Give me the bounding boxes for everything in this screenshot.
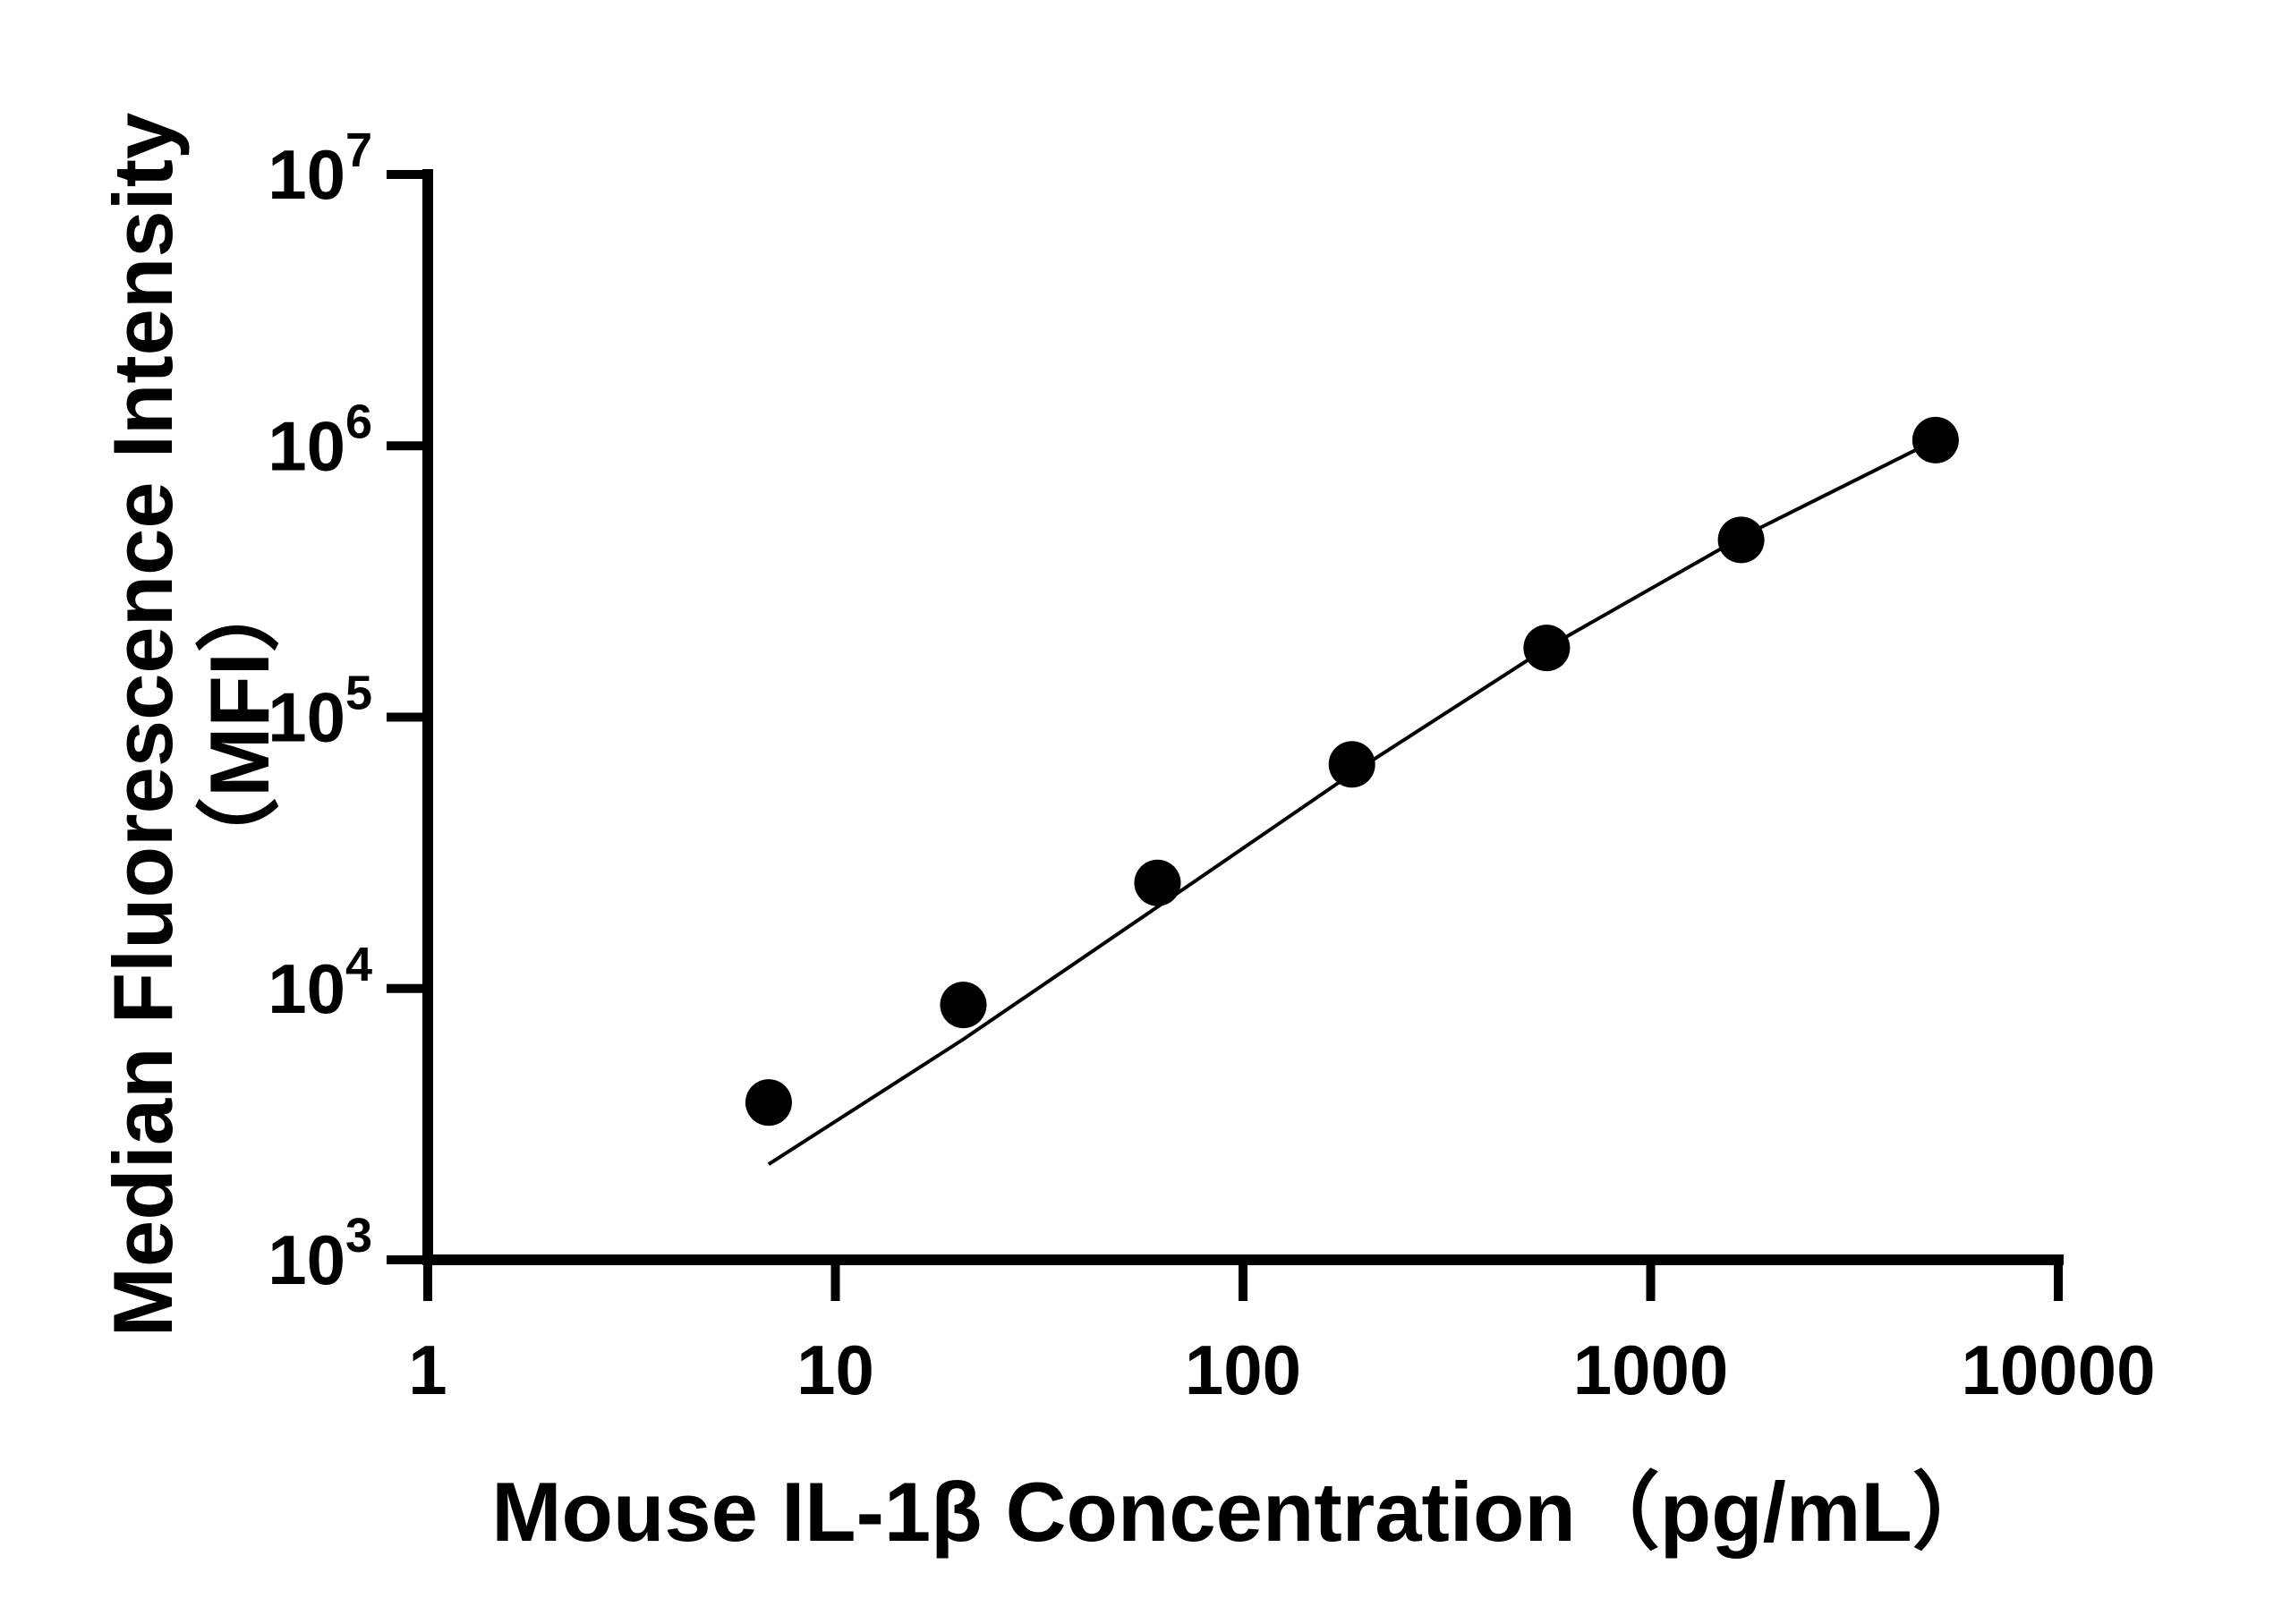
- y-tick-label: 106: [268, 395, 372, 485]
- axes: [422, 169, 2064, 1265]
- y-axis-title-line1: Median Fluorescence Intensity: [96, 113, 190, 1338]
- x-tick-label: 1: [408, 1331, 447, 1409]
- y-tick-label: 104: [268, 938, 372, 1028]
- x-tick-label: 10: [796, 1331, 874, 1409]
- y-axis-title-line2: （MFI）: [192, 568, 286, 881]
- data-point: [940, 982, 987, 1029]
- y-tick-label: 103: [268, 1209, 372, 1299]
- data-point: [1912, 416, 1959, 463]
- y-tick-label: 107: [268, 123, 372, 214]
- x-tick-label: 1000: [1573, 1331, 1729, 1409]
- data-point: [1134, 859, 1181, 906]
- x-ticks: 1 10 100 1000 10000: [408, 1260, 2155, 1409]
- x-tick-label: 10000: [1962, 1331, 2156, 1409]
- y-ticks: 103 104 105 106 107: [268, 123, 428, 1299]
- data-point: [1717, 516, 1765, 564]
- x-tick-label: 100: [1185, 1331, 1301, 1409]
- data-point: [745, 1079, 792, 1127]
- y-axis-title: Median Fluorescence Intensity （MFI）: [96, 113, 286, 1338]
- y-tick-label: 105: [268, 667, 372, 757]
- data-point: [1523, 625, 1571, 672]
- x-axis-title: Mouse IL-1β Concentration（pg/mL）: [491, 1465, 1997, 1559]
- data-point: [1328, 741, 1375, 788]
- data-points: [745, 416, 1959, 1127]
